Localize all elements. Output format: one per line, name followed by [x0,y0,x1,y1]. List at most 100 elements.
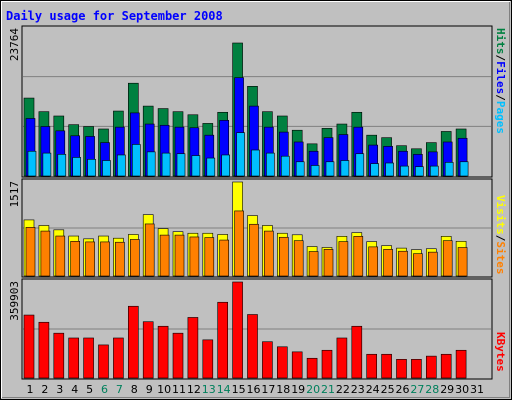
bar-kbytes-day-6 [98,344,109,379]
bar-kbytes-day-24 [366,353,378,379]
x-tick-label-day-21: 21 [321,383,335,396]
bar-kbytes-day-16 [247,314,258,379]
x-tick-label-day-16: 16 [247,383,261,396]
bar-pages-day-27 [415,166,424,177]
x-tick-label-day-26: 26 [396,383,410,396]
x-tick-label-day-3: 3 [56,383,63,396]
bar-pages-day-11 [176,153,186,177]
x-tick-label-day-7: 7 [116,383,123,396]
y-max-label-kbytes: 359903 [8,281,21,321]
bar-sites-day-22 [338,241,349,277]
bar-sites-day-5 [85,241,95,277]
bar-sites-day-15 [234,210,244,277]
legend-pages: Pages [494,101,507,134]
bar-sites-day-9 [144,223,155,277]
bar-kbytes-day-8 [128,305,139,379]
bar-kbytes-day-9 [142,321,154,379]
bar-sites-day-8 [130,239,140,277]
bar-pages-day-21 [325,161,335,177]
bar-pages-day-20 [310,165,320,177]
x-tick-label-day-6: 6 [101,383,108,396]
x-tick-label-day-9: 9 [146,383,153,396]
legend-sites: Sites [494,241,507,274]
bar-kbytes-day-12 [187,317,199,379]
bar-kbytes-day-3 [53,332,65,379]
bar-sites-day-7 [115,241,125,277]
x-tick-label-day-11: 11 [172,383,186,396]
bar-sites-day-26 [398,250,408,277]
bar-pages-day-15 [236,132,245,177]
bar-sites-day-13 [204,237,215,277]
bar-sites-day-19 [293,240,304,277]
bar-kbytes-day-10 [157,325,169,379]
x-tick-label-day-19: 19 [291,383,305,396]
bar-kbytes-day-11 [172,332,184,379]
bar-sites-day-21 [323,249,334,277]
x-tick-label-day-31: 31 [470,383,484,396]
bar-sites-day-24 [368,246,379,277]
x-tick-label-day-29: 29 [440,383,454,396]
legend-separator: / [494,94,507,101]
bar-kbytes-day-19 [291,351,303,379]
legend-visits: Visits [494,195,507,235]
legend-files: Files [494,61,507,94]
bar-sites-day-23 [353,236,364,277]
bar-sites-day-29 [442,240,453,277]
x-tick-label-day-20: 20 [306,383,320,396]
bar-kbytes-day-22 [336,337,348,379]
bar-kbytes-day-15 [232,281,243,379]
bar-pages-day-3 [57,154,67,177]
y-max-label-hits: 23764 [8,28,21,61]
x-tick-label-day-5: 5 [86,383,93,396]
x-tick-label-day-2: 2 [41,383,48,396]
x-axis-labels: 1 2 3 4 5 6 7 8 9 10 11 12 13 14 15 16 17 18 19 20 21 22 23 24 2… [27,383,485,396]
bar-sites-day-25 [383,249,393,277]
bar-pages-day-23 [355,153,365,177]
bar-pages-day-29 [444,162,454,177]
legend-hits-panel: Hits/Files/Pages [494,28,507,134]
x-tick-label-day-15: 15 [232,383,246,396]
bar-sites-day-4 [70,240,80,277]
bar-sites-day-20 [308,251,319,277]
bar-pages-day-12 [191,155,201,177]
bar-pages-day-17 [266,152,275,177]
x-tick-label-day-24: 24 [366,383,380,396]
bar-sites-day-3 [55,235,66,277]
x-tick-label-day-27: 27 [410,383,424,396]
bar-pages-day-4 [72,157,81,177]
bar-pages-day-7 [117,154,126,177]
legend-separator: / [494,55,507,62]
bar-kbytes-day-29 [440,353,452,379]
bar-kbytes-day-13 [202,339,214,379]
x-tick-label-day-8: 8 [131,383,138,396]
bar-kbytes-day-5 [83,337,94,379]
bar-pages-day-30 [459,161,469,177]
bar-pages-day-14 [221,154,230,177]
x-tick-label-day-14: 14 [217,383,231,396]
x-tick-label-day-17: 17 [261,383,275,396]
x-tick-label-day-25: 25 [381,383,395,396]
bar-pages-day-25 [385,162,394,177]
bar-sites-day-11 [174,234,185,277]
legend-kbytes: KBytes [494,332,507,372]
bar-sites-day-17 [264,230,274,277]
bar-kbytes-day-25 [381,353,392,379]
bar-pages-day-6 [102,160,111,177]
bar-kbytes-day-26 [396,359,407,379]
bar-sites-day-30 [457,247,468,277]
y-max-label-visits: 1517 [8,181,21,208]
bar-kbytes-day-2 [38,321,50,379]
bar-pages-day-24 [370,163,380,177]
bar-kbytes-day-30 [455,349,467,379]
bar-sites-day-18 [278,236,289,277]
bar-kbytes-day-14 [217,301,228,379]
bar-pages-day-13 [206,157,216,177]
x-tick-label-day-10: 10 [157,383,171,396]
bar-pages-day-16 [251,149,260,177]
x-tick-label-day-18: 18 [276,383,290,396]
bar-kbytes-day-17 [262,341,273,379]
x-tick-label-day-28: 28 [425,383,439,396]
x-tick-label-day-12: 12 [187,383,201,396]
bar-sites-day-14 [219,239,229,277]
